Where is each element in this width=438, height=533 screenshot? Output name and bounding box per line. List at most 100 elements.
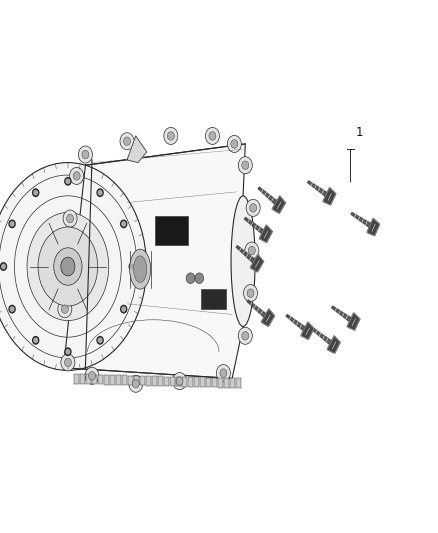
Ellipse shape [130,249,151,289]
Circle shape [186,273,195,284]
Circle shape [124,137,131,146]
Polygon shape [244,217,264,233]
Bar [230,378,235,388]
Circle shape [120,305,127,313]
Bar [188,377,193,387]
Bar [122,375,127,385]
Bar [110,375,115,385]
Bar [182,377,187,386]
Circle shape [58,301,72,318]
Circle shape [176,377,183,385]
Ellipse shape [231,196,255,326]
Polygon shape [259,225,272,243]
Polygon shape [237,246,255,263]
Circle shape [231,140,238,148]
Polygon shape [258,187,277,204]
Circle shape [2,264,5,269]
Circle shape [61,305,68,313]
Polygon shape [261,309,275,326]
Circle shape [11,307,14,311]
Polygon shape [247,300,266,317]
Circle shape [238,327,252,344]
Circle shape [227,135,241,152]
Ellipse shape [0,163,146,370]
Circle shape [99,191,102,195]
Circle shape [0,263,7,270]
Circle shape [238,157,252,174]
Bar [164,376,170,386]
Polygon shape [272,196,286,213]
Bar [200,377,205,387]
Ellipse shape [61,257,75,276]
Ellipse shape [38,227,98,306]
Bar [158,376,163,386]
Circle shape [34,191,37,195]
Polygon shape [250,255,264,272]
Bar [98,375,103,384]
Circle shape [85,367,99,384]
Circle shape [9,220,15,228]
Polygon shape [351,213,371,228]
Bar [116,375,121,385]
Circle shape [61,258,75,275]
Circle shape [247,289,254,297]
Circle shape [73,172,80,180]
Circle shape [65,177,71,185]
Bar [86,375,91,384]
Bar [224,378,230,387]
Ellipse shape [134,256,147,282]
Circle shape [132,379,139,388]
Circle shape [195,273,204,284]
Circle shape [250,204,257,212]
Bar [194,377,199,387]
Circle shape [34,338,37,342]
Text: 1: 1 [355,126,363,139]
Circle shape [245,242,259,259]
Circle shape [88,372,95,380]
Bar [146,376,151,386]
Circle shape [173,373,187,390]
Circle shape [63,210,77,227]
Circle shape [129,375,143,392]
Circle shape [164,127,178,144]
Circle shape [67,214,74,223]
Polygon shape [127,136,147,163]
Circle shape [97,189,103,197]
Polygon shape [286,314,305,330]
Circle shape [99,338,102,342]
Bar [104,375,110,384]
Circle shape [248,246,255,255]
Bar [212,378,217,387]
Circle shape [209,132,216,140]
Circle shape [66,350,70,354]
Circle shape [64,262,71,271]
Circle shape [220,369,227,377]
Bar [74,374,79,384]
Circle shape [122,307,125,311]
Circle shape [32,189,39,197]
Circle shape [66,179,70,183]
Bar [218,378,223,387]
Circle shape [131,264,134,269]
Polygon shape [312,328,332,344]
Circle shape [78,146,92,163]
Circle shape [167,132,174,140]
Bar [134,376,139,385]
Bar [206,378,211,387]
Bar [152,376,157,386]
Ellipse shape [54,248,82,285]
Circle shape [120,133,134,150]
Circle shape [244,285,258,302]
Circle shape [11,222,14,226]
Bar [128,376,133,385]
Circle shape [64,358,71,367]
Circle shape [242,161,249,169]
Circle shape [216,365,230,382]
Polygon shape [332,306,351,321]
Polygon shape [307,181,327,196]
Bar [201,289,226,309]
Circle shape [129,263,135,270]
Polygon shape [367,219,380,236]
Polygon shape [301,322,314,340]
Circle shape [32,336,39,344]
